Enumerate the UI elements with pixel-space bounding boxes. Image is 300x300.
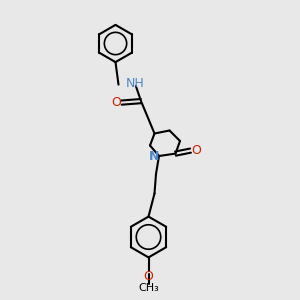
Text: CH₃: CH₃	[138, 283, 159, 293]
Text: O: O	[144, 270, 153, 283]
Text: NH: NH	[126, 76, 145, 90]
Text: O: O	[191, 144, 201, 157]
Text: O: O	[111, 96, 121, 109]
Text: N: N	[149, 149, 160, 163]
